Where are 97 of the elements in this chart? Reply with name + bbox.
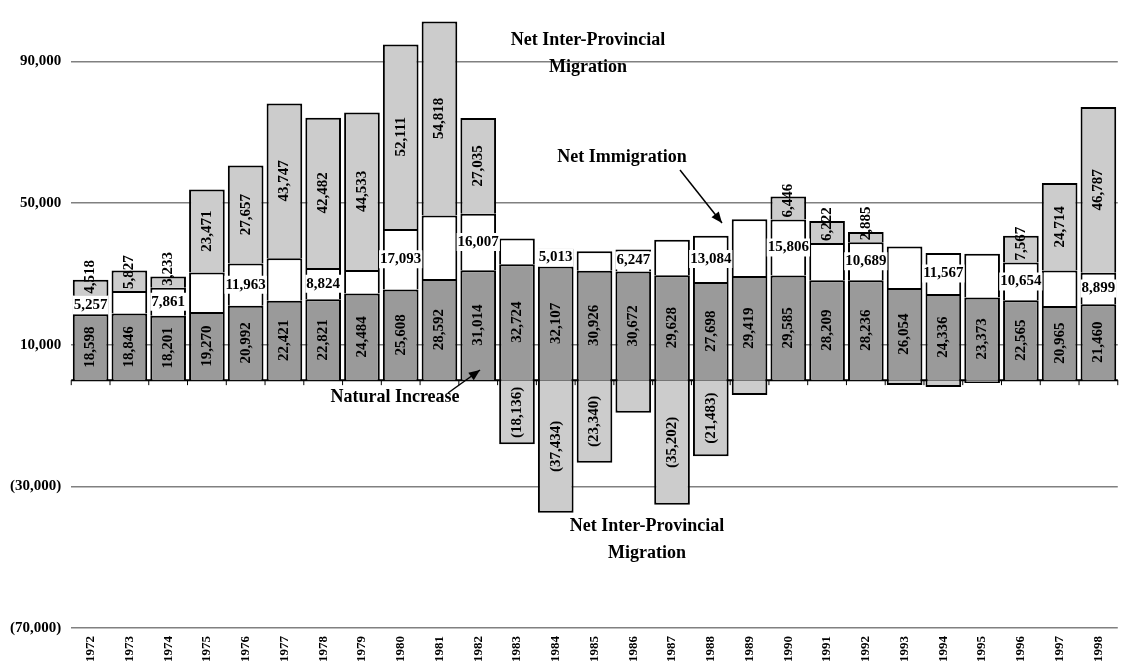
x-tick-label: 1997 [1051,635,1066,662]
data-label: 11,963 [225,275,266,292]
x-tick-label: 1994 [934,635,950,662]
data-label: 29,585 [779,307,796,349]
annotation: Net Inter-Provincial Migration [569,515,725,563]
data-label: 22,821 [314,319,331,361]
data-label: 23,471 [197,210,214,252]
data-label: 27,698 [701,310,718,352]
x-tick-label: 1990 [779,636,795,662]
data-label: 25,608 [391,314,408,356]
data-label: 10,654 [1000,272,1042,289]
x-tick-label: 1982 [469,636,485,662]
data-label: 24,484 [352,315,369,358]
x-tick-label: 1975 [198,635,214,662]
x-tick-label: 1996 [1012,635,1028,662]
y-tick-label: 90,000 [19,52,62,69]
data-label: 54,818 [430,97,447,140]
data-label: 5,257 [73,295,108,312]
data-label: 30,672 [624,305,641,347]
data-label: 27,657 [236,193,253,236]
data-label: 6,222 [817,207,834,242]
data-label: 42,482 [314,172,331,214]
data-label: 3,233 [159,252,176,286]
data-label: 2,885 [856,206,873,241]
x-tick-label: 1973 [120,635,136,662]
data-label: 26,054 [895,312,912,355]
data-label: 7,861 [151,292,186,309]
data-label: 21,460 [1089,321,1106,363]
x-tick-label: 1988 [702,635,718,662]
annotation: Net Inter-Provincial Migration [510,29,666,77]
data-label: 18,598 [81,326,98,368]
data-label: 24,714 [1050,205,1067,248]
data-label: 52,111 [391,116,408,157]
data-label: 16,007 [457,232,500,249]
data-label: 11,567 [923,264,965,281]
data-label: 28,236 [856,309,873,351]
data-label: 32,724 [507,301,524,343]
x-tick-label: 1972 [81,636,97,662]
data-label: 19,270 [197,325,214,367]
data-label: 20,992 [236,322,253,364]
data-label: 43,747 [275,159,292,202]
x-tick-label: 1987 [663,635,679,662]
data-label: (23,340) [585,395,603,448]
data-label: (21,483) [701,392,719,444]
x-tick-label: 1998 [1089,635,1105,662]
data-label: 6,446 [779,183,796,218]
data-label: 29,419 [740,307,757,349]
data-label: 22,565 [1011,319,1028,361]
x-tick-label: 1974 [159,635,175,662]
x-tick-label: 1985 [585,635,601,662]
data-label: 4,518 [81,259,98,294]
data-label: (37,434) [546,420,564,473]
data-label: 8,824 [306,274,341,291]
data-label: 22,421 [275,319,292,362]
data-label: 29,628 [662,307,679,349]
data-label: 28,592 [430,308,447,351]
x-tick-label: 1984 [547,635,563,662]
data-label: 30,926 [585,304,602,347]
data-label: 5,013 [538,248,573,265]
data-label: 32,107 [546,302,563,344]
data-label: 28,209 [817,309,834,351]
data-label: 31,014 [469,304,486,346]
x-tick-label: 1979 [353,635,369,662]
data-label: 8,899 [1081,279,1116,296]
data-label: 18,201 [159,327,176,369]
y-tick-label: (30,000) [9,477,62,495]
y-tick-label: 50,000 [19,193,62,210]
data-label: 10,689 [845,252,887,269]
y-tick-label: 10,000 [19,335,62,352]
data-label: 13,084 [690,249,732,266]
data-label: (18,136) [507,386,525,438]
annotation: Net Immigration [557,145,687,166]
y-tick-label: (70,000) [9,618,62,636]
x-tick-label: 1983 [508,635,524,662]
data-label: 27,035 [469,145,486,187]
x-tick-label: 1993 [895,635,911,662]
x-tick-label: 1986 [624,635,640,662]
x-tick-label: 1978 [314,635,330,662]
x-tick-label: 1980 [392,636,408,662]
x-tick-label: 1992 [857,636,873,662]
data-label: (35,202) [662,416,680,469]
x-tick-label: 1977 [275,635,291,662]
annotation: Natural Increase [330,385,460,406]
data-label: 24,336 [934,315,951,358]
data-label: 6,247 [616,251,651,268]
x-tick-label: 1976 [237,635,253,662]
data-label: 46,787 [1089,168,1106,211]
x-tick-label: 1991 [818,636,834,662]
data-label: 15,806 [767,238,810,255]
data-label: 20,965 [1050,322,1067,364]
x-tick-label: 1981 [430,636,446,662]
data-label: 17,093 [380,250,422,267]
data-label: 18,846 [120,325,137,368]
data-label: 23,373 [972,318,989,360]
data-label: 44,533 [352,170,369,212]
x-tick-label: 1989 [740,635,756,662]
x-tick-label: 1995 [973,635,989,662]
